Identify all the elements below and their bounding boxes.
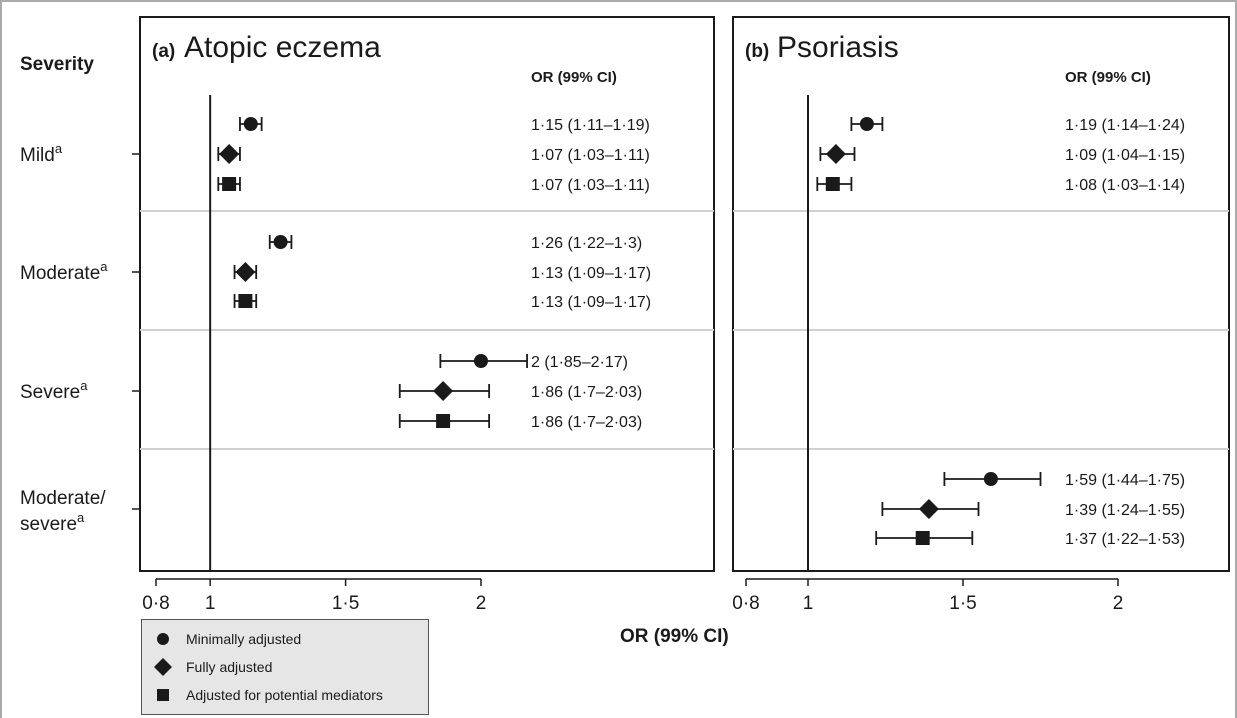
point-marker-circle: [474, 354, 488, 368]
row-header: Severity: [20, 54, 94, 75]
or-value-label: 1·08 (1·03–1·14): [1065, 177, 1185, 194]
group-label: Moderate/: [20, 488, 106, 509]
point-marker-circle: [243, 117, 258, 131]
point-marker-circle: [983, 472, 998, 486]
or-value-label: 1·09 (1·04–1·15): [1065, 147, 1185, 164]
group-label: Milda: [20, 141, 63, 166]
figure-border-top: [0, 0, 1237, 2]
point-marker-diamond: [825, 144, 846, 164]
or-value-label: 1·13 (1·09–1·17): [531, 294, 651, 311]
group-label: Severea: [20, 378, 88, 403]
point-marker-square: [222, 177, 237, 191]
legend-item-adjusted-for-mediators: Adjusted for potential mediators: [152, 684, 383, 706]
point-marker-circle: [859, 117, 874, 131]
panel-title: Atopic eczema: [184, 31, 381, 64]
superscript-mark: a: [100, 259, 108, 274]
point-marker-square: [238, 294, 253, 308]
group-label: severea: [20, 510, 85, 535]
group-label: Moderatea: [20, 259, 108, 284]
point-marker-diamond: [219, 144, 240, 164]
or-value-label: 1·26 (1·22–1·3): [531, 235, 642, 252]
superscript-mark: a: [80, 378, 88, 393]
point-marker-square: [915, 531, 930, 545]
diamond-marker-icon: [152, 657, 174, 677]
point-marker-square: [436, 414, 451, 428]
point-marker-circle: [273, 235, 288, 249]
x-tick-label: 1·5: [949, 593, 976, 614]
or-value-label: 1·37 (1·22–1·53): [1065, 531, 1185, 548]
square-marker-icon: [152, 688, 174, 702]
legend-item-fully-adjusted: Fully adjusted: [152, 656, 272, 678]
x-tick-label: 0·8: [142, 593, 169, 614]
x-tick-label: 1: [205, 593, 216, 614]
or-value-label: 1·07 (1·03–1·11): [531, 177, 650, 194]
x-tick-label: 1: [803, 593, 814, 614]
point-marker-diamond: [918, 499, 939, 519]
or-value-label: 1·07 (1·03–1·11): [531, 147, 650, 164]
or-value-label: 1·59 (1·44–1·75): [1065, 472, 1185, 489]
x-axis-label: OR (99% CI): [620, 626, 729, 647]
legend-label: Minimally adjusted: [186, 631, 302, 647]
column-header: OR (99% CI): [1065, 69, 1151, 86]
x-tick-label: 2: [476, 593, 487, 614]
legend-label: Adjusted for potential mediators: [186, 687, 383, 703]
or-value-label: 1·13 (1·09–1·17): [531, 265, 651, 282]
point-marker-diamond: [235, 262, 256, 282]
x-tick-label: 0·8: [732, 593, 759, 614]
point-marker-square: [825, 177, 840, 191]
or-value-label: 1·86 (1·7–2·03): [531, 414, 642, 431]
or-value-label: 2 (1·85–2·17): [531, 354, 628, 371]
or-value-label: 1·39 (1·24–1·55): [1065, 502, 1185, 519]
legend-label: Fully adjusted: [186, 659, 273, 675]
figure-border-left: [0, 0, 2, 718]
x-tick-label: 1·5: [332, 593, 359, 614]
or-value-label: 1·15 (1·11–1·19): [531, 117, 650, 134]
panel-frame: [732, 16, 1230, 572]
or-value-label: 1·19 (1·14–1·24): [1065, 117, 1185, 134]
legend-item-minimally-adjusted: Minimally adjusted: [152, 628, 301, 650]
panel-frame: [139, 16, 715, 572]
panel-title: Psoriasis: [777, 31, 899, 64]
circle-marker-icon: [152, 632, 174, 646]
superscript-mark: a: [55, 141, 63, 156]
point-marker-diamond: [433, 381, 454, 401]
panel-title-tag: (a): [152, 41, 175, 62]
or-value-label: 1·86 (1·7–2·03): [531, 384, 642, 401]
legend: Minimally adjusted Fully adjusted Adjust…: [141, 619, 429, 715]
column-header: OR (99% CI): [531, 69, 617, 86]
panel-title-tag: (b): [745, 41, 769, 62]
x-tick-label: 2: [1113, 593, 1124, 614]
figure-border-right: [1235, 0, 1237, 718]
superscript-mark: a: [77, 510, 85, 525]
